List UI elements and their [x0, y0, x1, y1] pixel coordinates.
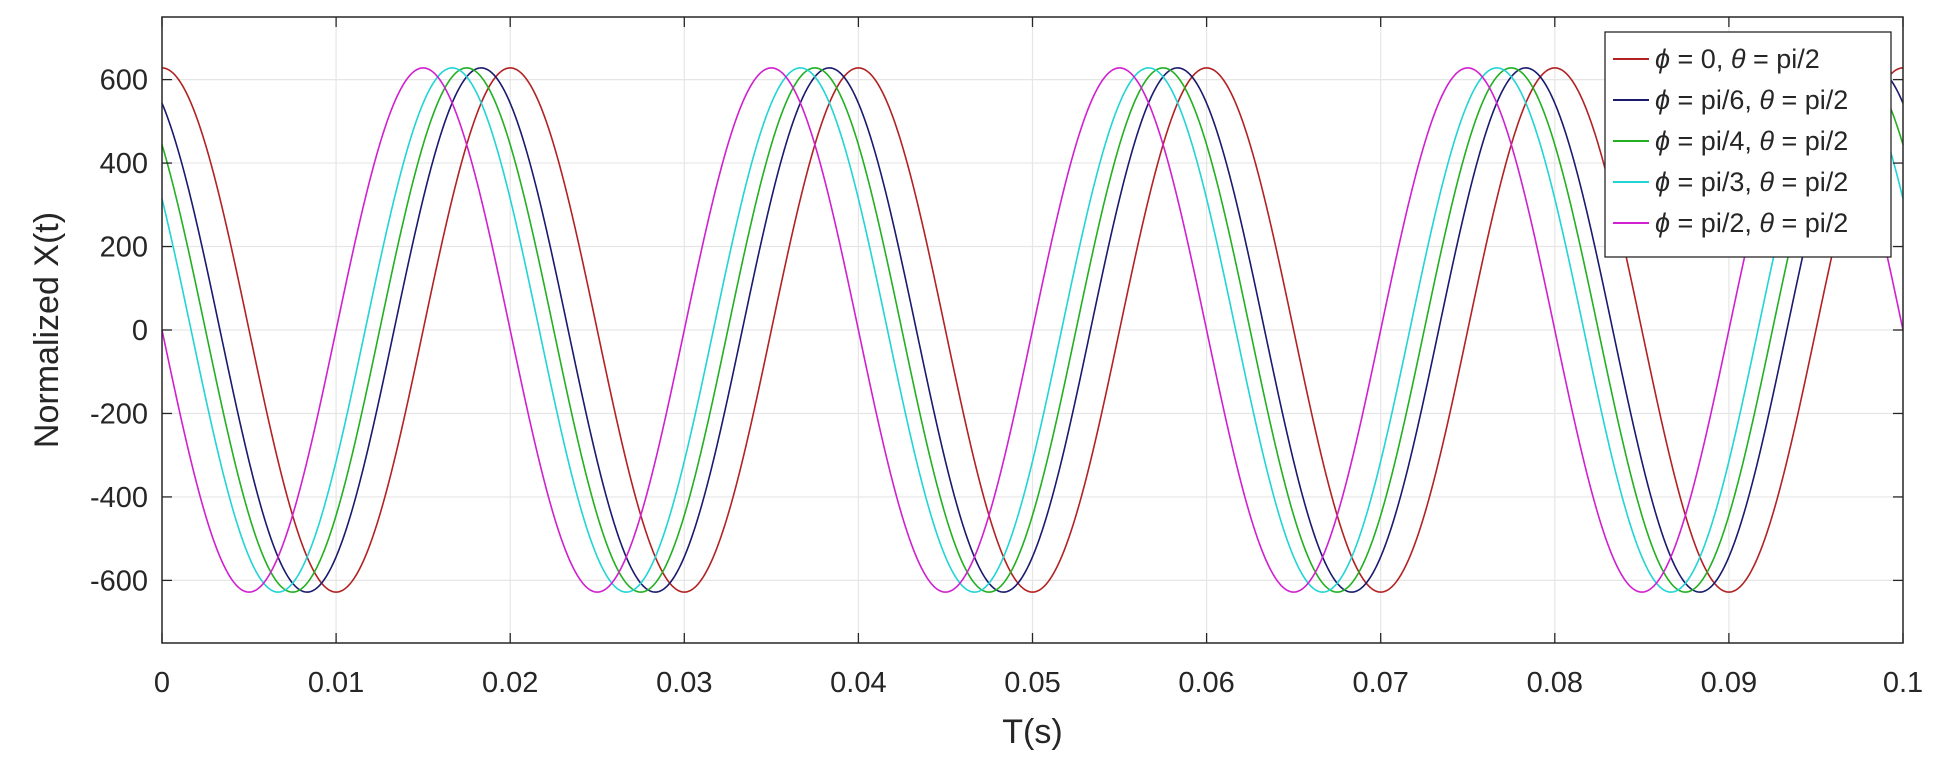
x-axis-title: T(s): [1002, 713, 1062, 751]
x-tick-label: 0.08: [1527, 667, 1583, 699]
legend-label-part: = pi/2: [1774, 208, 1848, 238]
legend-label-1: ϕ = 0, θ = pi/2: [1655, 44, 1820, 74]
x-tick-label: 0.02: [482, 667, 538, 699]
x-tick-label: 0.01: [308, 667, 364, 699]
legend-label-part: = pi/2: [1774, 85, 1848, 115]
y-tick-label: -400: [90, 482, 148, 514]
legend-label-part: θ: [1731, 44, 1746, 74]
x-tick-label: 0.06: [1178, 667, 1234, 699]
legend-label-part: ϕ: [1655, 167, 1670, 197]
y-tick-label: -600: [90, 565, 148, 597]
x-tick-label: 0.07: [1352, 667, 1408, 699]
y-tick-label: 600: [100, 65, 148, 97]
legend-label-part: = pi/6,: [1670, 85, 1759, 115]
legend-label-part: θ: [1759, 126, 1774, 156]
y-axis-title: Normalized X(t): [28, 212, 66, 448]
legend-label-part: = pi/3,: [1670, 167, 1759, 197]
legend-label-2: ϕ = pi/6, θ = pi/2: [1655, 85, 1848, 115]
y-tick-label: 200: [100, 232, 148, 264]
legend-label-part: ϕ: [1655, 85, 1670, 115]
axis-ticks: 0 0.01 0.02 0.03 0.04 0.05 0.06 0.07 0.08 0.09 0.1…: [90, 17, 1923, 699]
series-line-3: [161, 67, 1904, 593]
legend-label-part: = pi/2,: [1670, 208, 1759, 238]
series-line-5: [161, 67, 1904, 593]
legend-label-part: = 0,: [1670, 44, 1731, 74]
x-tick-label: 0.1: [1883, 667, 1923, 699]
legend-label-part: θ: [1759, 167, 1774, 197]
legend-label-part: ϕ: [1655, 44, 1670, 74]
x-tick-label: 0.03: [656, 667, 712, 699]
legend-label-part: θ: [1759, 85, 1774, 115]
legend-label-part: ϕ: [1655, 208, 1670, 238]
legend: ϕ = 0, θ = pi/2ϕ = pi/6, θ = pi/2ϕ = pi/…: [1604, 31, 1892, 258]
x-tick-label: 0.09: [1701, 667, 1757, 699]
y-tick-label: -200: [90, 398, 148, 430]
legend-label-3: ϕ = pi/4, θ = pi/2: [1655, 126, 1848, 156]
legend-label-part: θ: [1759, 208, 1774, 238]
series-line-4: [161, 67, 1904, 593]
y-tick-label: 0: [132, 315, 148, 347]
x-tick-label: 0.04: [830, 667, 886, 699]
x-tick-label: 0.05: [1004, 667, 1060, 699]
legend-box: [1604, 31, 1892, 258]
legend-label-part: = pi/2: [1774, 167, 1848, 197]
legend-label-4: ϕ = pi/3, θ = pi/2: [1655, 167, 1848, 197]
x-tick-label: 0: [154, 667, 170, 699]
legend-label-part: = pi/2: [1745, 44, 1819, 74]
y-tick-label: 400: [100, 148, 148, 180]
legend-label-part: = pi/4,: [1670, 126, 1759, 156]
legend-label-5: ϕ = pi/2, θ = pi/2: [1655, 208, 1848, 238]
legend-label-part: ϕ: [1655, 126, 1670, 156]
legend-label-part: = pi/2: [1774, 126, 1848, 156]
